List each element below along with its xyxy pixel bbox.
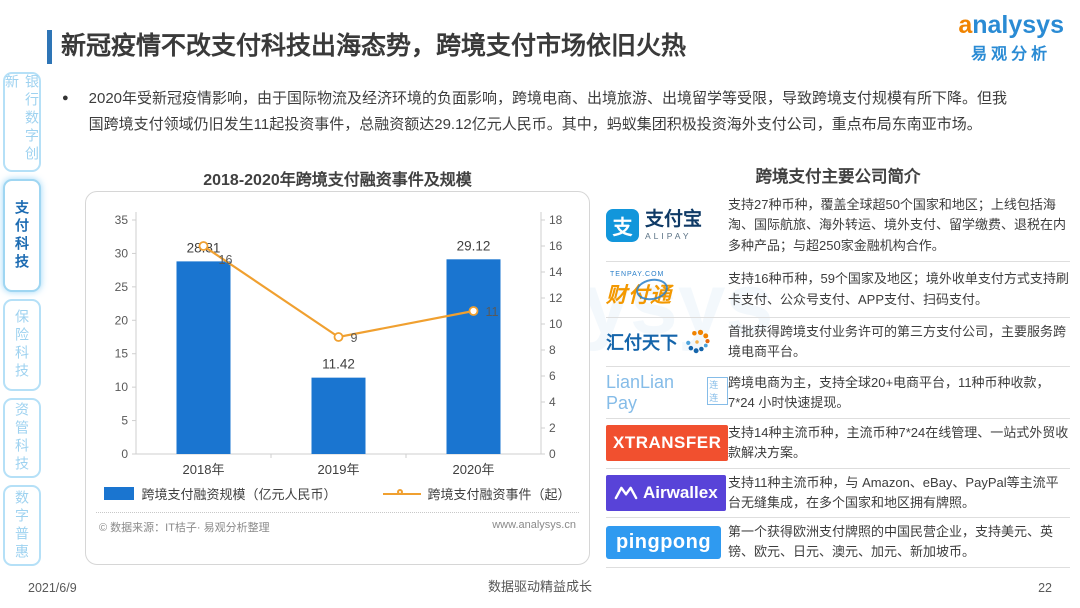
alipay-logo-cn: 支付宝 — [645, 209, 703, 231]
company-row-pingpong: pingpong 第一个获得欧洲支付牌照的中国民营企业，支持美元、英镑、欧元、日… — [606, 518, 1070, 568]
company-desc: 支持16种币种，59个国家及地区；境外收单支付方式支持刷卡支付、公众号支付、AP… — [728, 271, 1069, 307]
svg-text:10: 10 — [115, 380, 129, 394]
summary-bullet: ● 2020年受新冠疫情影响，由于国际物流及经济环境的负面影响，跨境电商、出境旅… — [62, 86, 1017, 138]
chart-title: 2018-2020年跨境支付融资事件及规模 — [203, 172, 472, 189]
airwallex-logo-text: Airwallex — [643, 482, 718, 502]
sidebar-item-insurance-tech[interactable]: 保险科技 — [3, 299, 41, 391]
huifu-dots-icon — [686, 329, 710, 354]
chapter-sidebar: 银行数字创新 支付科技 保险科技 资管科技 数字普惠 — [3, 72, 45, 573]
svg-text:29.12: 29.12 — [457, 238, 491, 253]
legend-bar-swatch-icon — [104, 487, 135, 500]
svg-text:14: 14 — [549, 265, 563, 279]
svg-text:15: 15 — [115, 347, 129, 361]
lianlian-badge: 连连 — [707, 376, 728, 405]
svg-text:16: 16 — [219, 253, 233, 267]
svg-text:11.42: 11.42 — [322, 357, 355, 372]
pingpong-logo: pingpong — [606, 525, 728, 559]
sidebar-item-bank-digital[interactable]: 银行数字创新 — [3, 72, 41, 172]
svg-text:6: 6 — [549, 369, 556, 383]
svg-text:4: 4 — [549, 395, 556, 409]
svg-text:2019年: 2019年 — [318, 462, 360, 477]
companies-panel: 跨境支付主要公司简介 支 支付宝 ALIPAY 支持27种币种，覆盖全球超50个… — [606, 163, 1070, 568]
chart-footer-divider — [96, 512, 579, 513]
company-desc: 首批获得跨境支付业务许可的第三方支付公司，主要服务跨境电商平台。 — [728, 324, 1067, 360]
xtransfer-logo-text: XTRANSFER — [606, 425, 729, 462]
airwallex-icon — [614, 486, 638, 500]
companies-rows: 支 支付宝 ALIPAY 支持27种币种，覆盖全球超50个国家和地区；上线包括海… — [606, 190, 1070, 568]
svg-text:8: 8 — [549, 343, 556, 357]
svg-text:30: 30 — [115, 246, 129, 260]
analysys-logo-en: analysys — [958, 11, 1064, 39]
xtransfer-logo: XTRANSFER — [606, 425, 729, 462]
tenpay-logo-small: TENPAY.COM — [610, 270, 665, 278]
chart-legend: 跨境支付融资规模（亿元人民币） 跨境支付融资事件（起） — [86, 484, 589, 503]
svg-text:9: 9 — [351, 331, 358, 345]
huifu-logo: 汇付天下 — [606, 328, 728, 356]
airwallex-logo: Airwallex — [606, 474, 728, 511]
company-row-airwallex: Airwallex 支持11种主流币种，与 Amazon、eBay、PayPal… — [606, 469, 1070, 518]
website-text[interactable]: www.analysys.cn — [492, 519, 576, 531]
svg-text:2018年: 2018年 — [183, 462, 225, 477]
svg-text:5: 5 — [121, 414, 128, 428]
lianlian-logo: LianLian Pay 连连 — [606, 372, 728, 414]
funding-chart: 0510152025303502468101214161828.8111.422… — [115, 212, 563, 477]
sidebar-item-payment-tech[interactable]: 支付科技 — [3, 179, 41, 292]
chart-source-row: © 数据来源：IT桔子· 易观分析整理 www.analysys.cn — [86, 513, 589, 535]
alipay-logo: 支 支付宝 ALIPAY — [606, 209, 728, 242]
data-source-text: © 数据来源：IT桔子· 易观分析整理 — [99, 522, 270, 534]
company-row-alipay: 支 支付宝 ALIPAY 支持27种币种，覆盖全球超50个国家和地区；上线包括海… — [606, 190, 1070, 262]
footer-date: 2021/6/9 — [28, 581, 77, 595]
lianlian-logo-text: LianLian Pay — [606, 371, 675, 413]
company-row-lianlian: LianLian Pay 连连 跨境电商为主，支持全球20+电商平台，11种币种… — [606, 367, 1070, 420]
company-row-tenpay: TENPAY.COM 财付通 支持16种币种，59个国家及地区；境外收单支付方式… — [606, 262, 1070, 318]
svg-text:20: 20 — [115, 313, 129, 327]
svg-text:2020年: 2020年 — [453, 462, 495, 477]
company-desc: 跨境电商为主，支持全球20+电商平台，11种币种收款，7*24 小时快速提现。 — [728, 374, 1050, 410]
footer-slogan: 数据驱动精益成长 — [487, 579, 592, 594]
pingpong-logo-text: pingpong — [606, 525, 722, 559]
summary-text: 2020年受新冠疫情影响，由于国际物流及经济环境的负面影响，跨境电商、出境旅游、… — [88, 90, 1008, 133]
title-accent-bar — [47, 30, 52, 64]
legend-line-swatch-icon — [382, 488, 421, 495]
companies-panel-title: 跨境支付主要公司简介 — [755, 168, 921, 186]
company-desc: 第一个获得欧洲支付牌照的中国民营企业，支持美元、英镑、欧元、日元、澳元、加元、新… — [728, 524, 1054, 560]
alipay-logo-en: ALIPAY — [645, 230, 692, 241]
tenpay-logo-text: 财付通 — [606, 283, 672, 307]
svg-text:0: 0 — [549, 447, 556, 461]
analysys-logo-cn: 易观分析 — [971, 46, 1052, 64]
svg-text:10: 10 — [549, 317, 563, 331]
svg-text:16: 16 — [549, 239, 563, 253]
company-row-xtransfer: XTRANSFER 支持14种主流币种，主流币种7*24在线管理、一站式外贸收款… — [606, 419, 1070, 469]
legend-line-label: 跨境支付融资事件（起） — [427, 487, 571, 502]
svg-text:2: 2 — [549, 421, 556, 435]
bullet-marker-icon: ● — [62, 92, 69, 104]
funding-chart-card: 0510152025303502468101214161828.8111.422… — [85, 191, 590, 565]
footer-page-number: 22 — [1038, 581, 1052, 595]
svg-text:35: 35 — [115, 213, 129, 227]
sidebar-item-digital-inclusion[interactable]: 数字普惠 — [3, 485, 41, 566]
page-title: 新冠疫情不改支付科技出海态势，跨境支付市场依旧火热 — [61, 32, 687, 60]
svg-text:25: 25 — [115, 280, 129, 294]
company-desc: 支持27种币种，覆盖全球超50个国家和地区；上线包括海淘、国际航旅、海外转运、境… — [728, 197, 1067, 253]
company-row-huifu: 汇付天下 首批获得跨境支付业务许可的第三方支付公司，主要服务跨境电商平台。 — [606, 318, 1070, 368]
legend-item-bar: 跨境支付融资规模（亿元人民币） — [104, 484, 337, 503]
sidebar-item-asset-mgmt-tech[interactable]: 资管科技 — [3, 398, 41, 478]
company-desc: 支持11种主流币种，与 Amazon、eBay、PayPal等主流平台无缝集成，… — [728, 474, 1059, 510]
huifu-logo-text: 汇付天下 — [606, 333, 678, 354]
analysys-logo: analysys 易观分析 — [958, 12, 1064, 64]
svg-text:12: 12 — [549, 291, 563, 305]
alipay-icon: 支 — [606, 209, 639, 242]
svg-text:18: 18 — [549, 213, 563, 227]
legend-bar-label: 跨境支付融资规模（亿元人民币） — [141, 487, 337, 502]
svg-text:11: 11 — [486, 305, 499, 319]
tenpay-logo: TENPAY.COM 财付通 — [606, 271, 728, 309]
company-desc: 支持14种主流币种，主流币种7*24在线管理、一站式外贸收款解决方案。 — [728, 425, 1069, 461]
svg-text:0: 0 — [121, 447, 128, 461]
legend-item-line: 跨境支付融资事件（起） — [382, 484, 571, 503]
